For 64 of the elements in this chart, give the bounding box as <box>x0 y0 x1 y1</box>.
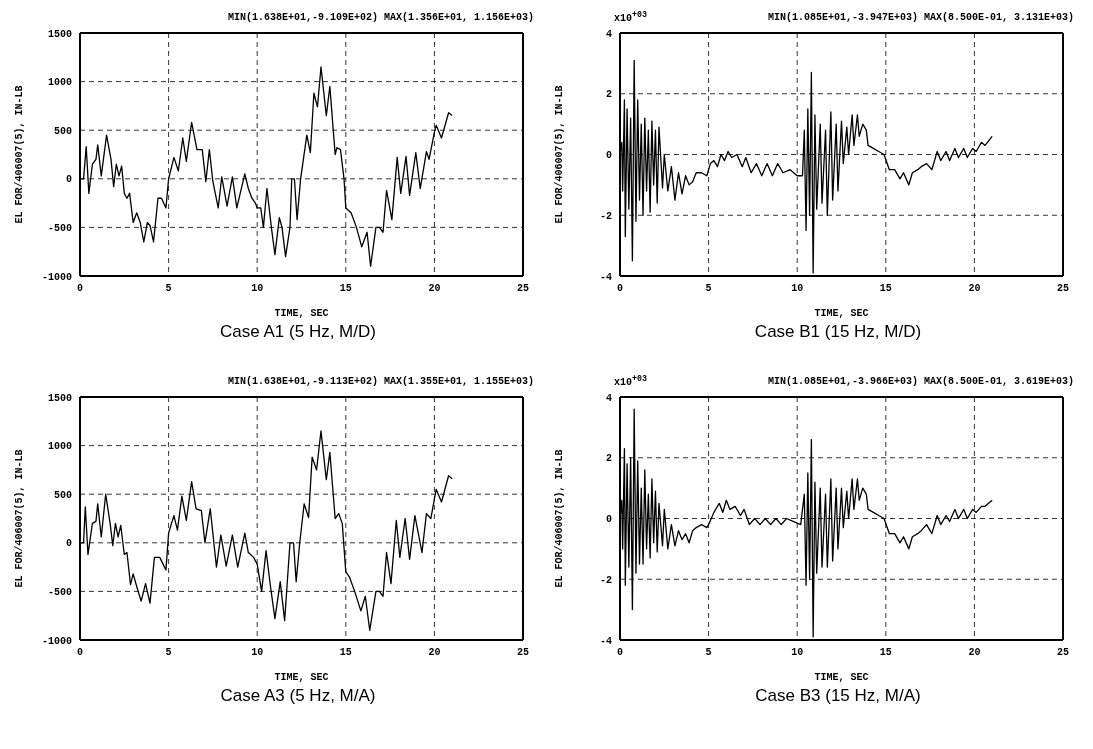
x-tick-label: 10 <box>791 283 804 295</box>
y-tick-label: 2 <box>605 453 612 465</box>
text: x10$^{+03}$ <box>614 374 648 389</box>
y-tick-label: 500 <box>53 125 72 137</box>
x-tick-label: 15 <box>879 647 892 659</box>
x-tick-label: 25 <box>1056 647 1070 659</box>
x-tick-label: 0 <box>76 283 84 295</box>
x-tick-label: 0 <box>76 647 84 659</box>
x-axis-title: TIME, SEC <box>274 672 329 683</box>
text: Case B3 (15 Hz, M/A) <box>754 686 922 706</box>
y-tick-label: 0 <box>605 514 612 526</box>
text: Case A3 (5 Hz, M/A) <box>219 686 377 706</box>
chart-title: MIN(1.085E+01,-3.947E+03) MAX(8.500E-01, 3.131E+03) <box>767 12 1074 23</box>
x-tick-label: 5 <box>705 647 712 659</box>
y-tick-label: -2 <box>599 210 612 222</box>
x-tick-label: 5 <box>165 283 172 295</box>
y-tick-label: 1500 <box>47 392 72 404</box>
x-tick-label: 10 <box>251 283 264 295</box>
x-tick-label: 25 <box>516 647 530 659</box>
x-tick-label: 25 <box>1056 283 1070 295</box>
chart-title: MIN(1.638E+01,-9.113E+02) MAX(1.355E+01, 1.155E+03) <box>227 376 534 387</box>
y-tick-label: 4 <box>605 28 612 40</box>
y-tick-label: 1500 <box>47 28 72 40</box>
x-tick-label: 10 <box>791 647 804 659</box>
y-tick-label: -500 <box>47 586 72 598</box>
y-tick-label: 0 <box>605 150 612 162</box>
x-tick-label: 20 <box>968 283 981 295</box>
x-tick-label: 0 <box>616 647 624 659</box>
x-tick-label: 15 <box>339 283 352 295</box>
x-tick-label: 25 <box>516 283 530 295</box>
y-tick-label: -1000 <box>41 271 72 283</box>
y-tick-label: 2 <box>605 89 612 101</box>
x-tick-label: 20 <box>968 647 981 659</box>
x-tick-label: 5 <box>705 283 712 295</box>
x-axis-title: TIME, SEC <box>814 308 869 319</box>
text: x10$^{+03}$ <box>614 10 648 25</box>
y-axis-title: EL FOR/406007(5), IN-LB <box>553 449 565 588</box>
chart-title: MIN(1.638E+01,-9.109E+02) MAX(1.356E+01, 1.156E+03) <box>227 12 534 23</box>
y-tick-label: -1000 <box>41 635 72 647</box>
y-tick-label: -500 <box>47 222 72 234</box>
x-tick-label: 20 <box>428 647 441 659</box>
y-axis-title: EL FOR/406007(5), IN-LB <box>553 85 565 224</box>
x-tick-label: 0 <box>616 283 624 295</box>
x-tick-label: 5 <box>165 647 172 659</box>
y-tick-label: 500 <box>53 489 72 501</box>
x-tick-label: 20 <box>428 283 441 295</box>
y-tick-label: 4 <box>605 392 612 404</box>
x-axis-title: TIME, SEC <box>814 672 869 683</box>
x-tick-label: 15 <box>879 283 892 295</box>
x-tick-label: 10 <box>251 647 264 659</box>
x-tick-label: 15 <box>339 647 352 659</box>
y-axis-title: EL FOR/406007(5), IN-LB <box>13 85 25 224</box>
chart-title: MIN(1.085E+01,-3.966E+03) MAX(8.500E-01, 3.619E+03) <box>767 376 1074 387</box>
text: Case A1 (5 Hz, M/D) <box>219 322 377 342</box>
y-tick-label: -4 <box>599 635 612 647</box>
y-axis-title: EL FOR/406007(5), IN-LB <box>13 449 25 588</box>
y-tick-label: -2 <box>599 574 612 586</box>
x-axis-title: TIME, SEC <box>274 308 329 319</box>
y-tick-label: 0 <box>65 174 72 186</box>
text: Case B1 (15 Hz, M/D) <box>753 322 923 342</box>
y-tick-label: 1000 <box>47 441 72 453</box>
y-tick-label: 1000 <box>47 77 72 89</box>
y-tick-label: -4 <box>599 271 612 283</box>
y-tick-label: 0 <box>65 538 72 550</box>
